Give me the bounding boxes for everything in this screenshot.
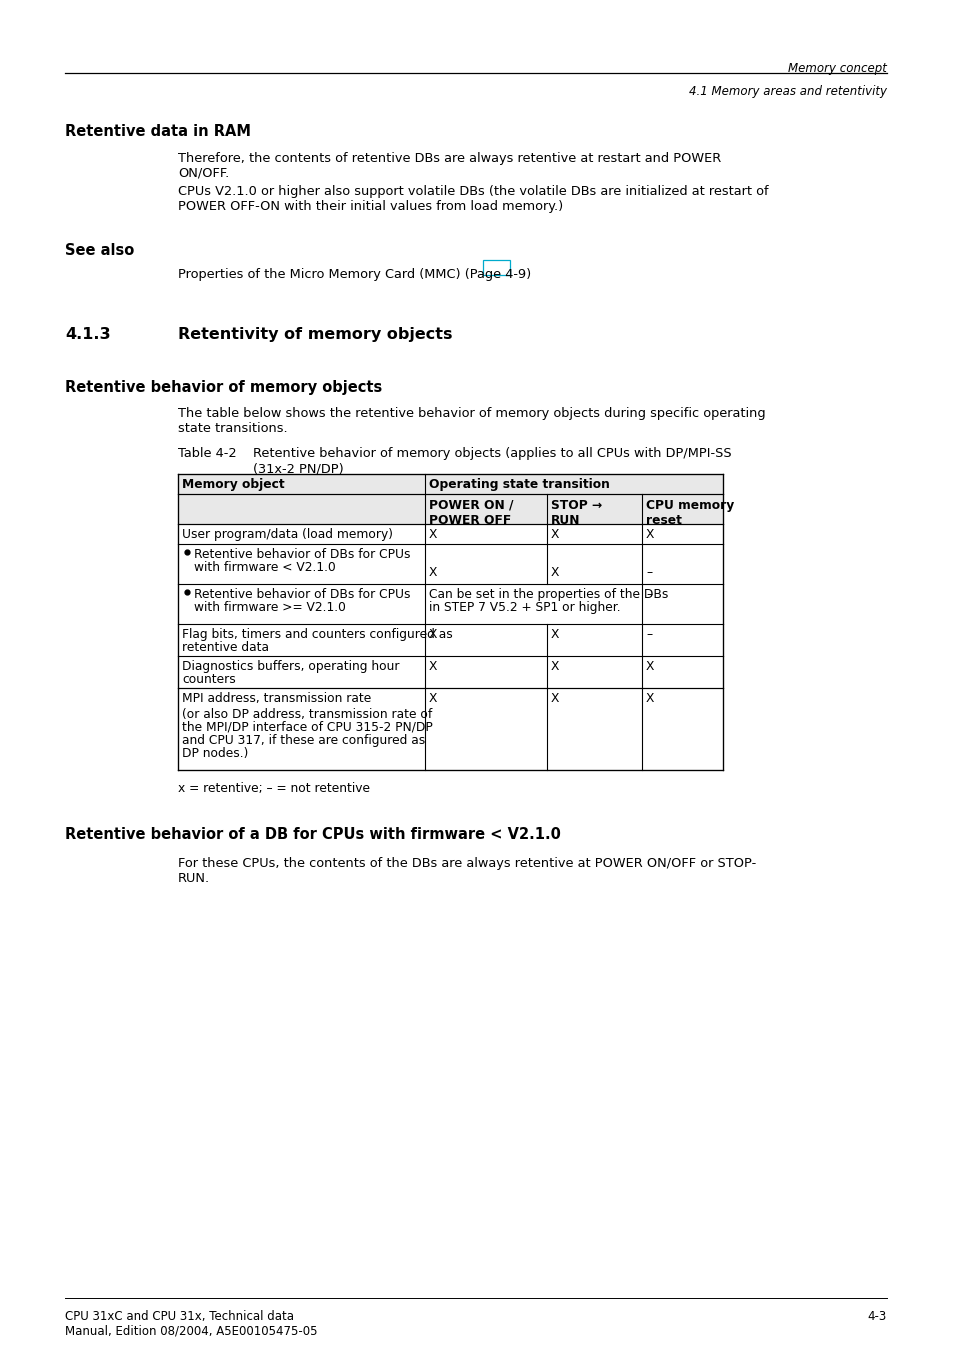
Text: User program/data (load memory): User program/data (load memory) <box>182 528 393 540</box>
Text: Retentive data in RAM: Retentive data in RAM <box>65 124 251 139</box>
Text: x = retentive; – = not retentive: x = retentive; – = not retentive <box>178 782 370 794</box>
Text: Diagnostics buffers, operating hour: Diagnostics buffers, operating hour <box>182 661 399 673</box>
Text: Manual, Edition 08/2004, A5E00105475-05: Manual, Edition 08/2004, A5E00105475-05 <box>65 1324 317 1337</box>
Text: X: X <box>551 628 558 640</box>
Text: CPU memory
reset: CPU memory reset <box>645 499 734 527</box>
Text: Therefore, the contents of retentive DBs are always retentive at restart and POW: Therefore, the contents of retentive DBs… <box>178 153 720 180</box>
Text: X: X <box>429 566 436 580</box>
Text: 4-3: 4-3 <box>867 1310 886 1323</box>
Text: 4.1 Memory areas and retentivity: 4.1 Memory areas and retentivity <box>688 85 886 99</box>
Text: MPI address, transmission rate: MPI address, transmission rate <box>182 692 371 705</box>
Text: CPU 31xC and CPU 31x, Technical data: CPU 31xC and CPU 31x, Technical data <box>65 1310 294 1323</box>
Text: Retentive behavior of DBs for CPUs: Retentive behavior of DBs for CPUs <box>193 549 410 561</box>
Text: STOP →
RUN: STOP → RUN <box>551 499 601 527</box>
Text: the MPI/DP interface of CPU 315-2 PN/DP: the MPI/DP interface of CPU 315-2 PN/DP <box>182 721 433 734</box>
Text: counters: counters <box>182 673 235 686</box>
Text: Properties of the Micro Memory Card (MMC) (Page 4-9): Properties of the Micro Memory Card (MMC… <box>178 267 531 281</box>
Text: Memory concept: Memory concept <box>787 62 886 76</box>
Text: CPUs V2.1.0 or higher also support volatile DBs (the volatile DBs are initialize: CPUs V2.1.0 or higher also support volat… <box>178 185 768 213</box>
Text: X: X <box>551 692 558 705</box>
Text: (or also DP address, transmission rate of: (or also DP address, transmission rate o… <box>182 708 432 721</box>
Bar <box>178 494 722 524</box>
Text: X: X <box>645 661 654 673</box>
Text: Retentive behavior of memory objects (applies to all CPUs with DP/MPI-SS
(31x-2 : Retentive behavior of memory objects (ap… <box>253 447 731 476</box>
Text: Flag bits, timers and counters configured as: Flag bits, timers and counters configure… <box>182 628 453 640</box>
Text: X: X <box>645 692 654 705</box>
Text: –: – <box>645 628 652 640</box>
Text: For these CPUs, the contents of the DBs are always retentive at POWER ON/OFF or : For these CPUs, the contents of the DBs … <box>178 857 756 885</box>
Text: See also: See also <box>65 243 134 258</box>
Text: X: X <box>429 661 436 673</box>
Text: Table 4-2: Table 4-2 <box>178 447 236 459</box>
Text: and CPU 317, if these are configured as: and CPU 317, if these are configured as <box>182 734 425 747</box>
Text: Retentivity of memory objects: Retentivity of memory objects <box>178 327 452 342</box>
Text: in STEP 7 V5.2 + SP1 or higher.: in STEP 7 V5.2 + SP1 or higher. <box>429 601 620 613</box>
Text: The table below shows the retentive behavior of memory objects during specific o: The table below shows the retentive beha… <box>178 407 765 435</box>
Text: Can be set in the properties of the DBs: Can be set in the properties of the DBs <box>429 588 668 601</box>
Text: DP nodes.): DP nodes.) <box>182 747 248 761</box>
Text: X: X <box>429 528 436 540</box>
Text: X: X <box>551 661 558 673</box>
Text: Operating state transition: Operating state transition <box>429 478 609 490</box>
Text: –: – <box>645 588 652 601</box>
Text: X: X <box>429 692 436 705</box>
Text: Retentive behavior of memory objects: Retentive behavior of memory objects <box>65 380 382 394</box>
Text: Memory object: Memory object <box>182 478 284 490</box>
Bar <box>179 494 423 523</box>
Text: X: X <box>551 528 558 540</box>
Text: POWER ON /
POWER OFF: POWER ON / POWER OFF <box>429 499 513 527</box>
Text: 4.1.3: 4.1.3 <box>65 327 111 342</box>
Text: –: – <box>645 566 652 580</box>
Text: Retentive behavior of a DB for CPUs with firmware < V2.1.0: Retentive behavior of a DB for CPUs with… <box>65 827 560 842</box>
Text: X: X <box>645 528 654 540</box>
Text: retentive data: retentive data <box>182 640 269 654</box>
Text: Retentive behavior of DBs for CPUs: Retentive behavior of DBs for CPUs <box>193 588 410 601</box>
Bar <box>178 474 722 494</box>
Text: X: X <box>551 566 558 580</box>
Text: with firmware >= V2.1.0: with firmware >= V2.1.0 <box>193 601 346 613</box>
Text: X: X <box>429 628 436 640</box>
Text: with firmware < V2.1.0: with firmware < V2.1.0 <box>193 561 335 574</box>
